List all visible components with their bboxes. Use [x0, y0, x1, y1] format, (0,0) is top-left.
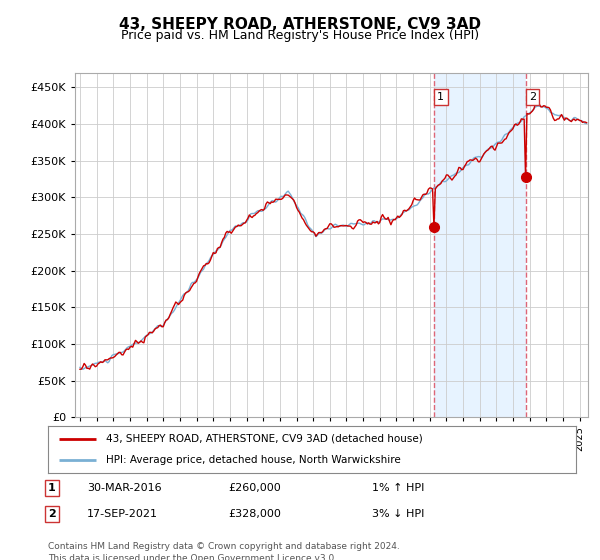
Text: 1: 1	[437, 92, 444, 102]
Text: 43, SHEEPY ROAD, ATHERSTONE, CV9 3AD (detached house): 43, SHEEPY ROAD, ATHERSTONE, CV9 3AD (de…	[106, 434, 423, 444]
Text: 2: 2	[48, 509, 56, 519]
Text: Price paid vs. HM Land Registry's House Price Index (HPI): Price paid vs. HM Land Registry's House …	[121, 29, 479, 42]
Text: 3% ↓ HPI: 3% ↓ HPI	[372, 509, 424, 519]
Text: 1% ↑ HPI: 1% ↑ HPI	[372, 483, 424, 493]
Text: 1: 1	[48, 483, 56, 493]
Text: £328,000: £328,000	[228, 509, 281, 519]
Text: HPI: Average price, detached house, North Warwickshire: HPI: Average price, detached house, Nort…	[106, 455, 401, 465]
Text: 2: 2	[529, 92, 536, 102]
Text: 17-SEP-2021: 17-SEP-2021	[87, 509, 158, 519]
Text: £260,000: £260,000	[228, 483, 281, 493]
Text: Contains HM Land Registry data © Crown copyright and database right 2024.
This d: Contains HM Land Registry data © Crown c…	[48, 542, 400, 560]
Bar	[434, 73, 526, 417]
Text: 43, SHEEPY ROAD, ATHERSTONE, CV9 3AD: 43, SHEEPY ROAD, ATHERSTONE, CV9 3AD	[119, 17, 481, 32]
Text: 30-MAR-2016: 30-MAR-2016	[87, 483, 161, 493]
